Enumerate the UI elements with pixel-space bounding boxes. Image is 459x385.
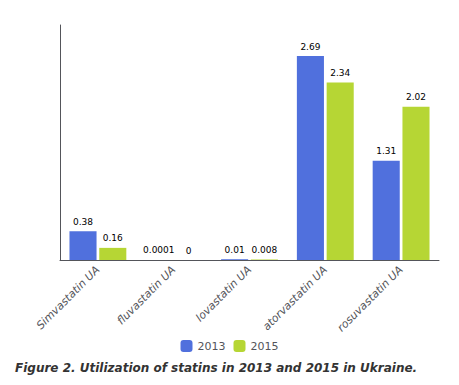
svg-text:0.01: 0.01: [225, 245, 245, 255]
svg-text:0.16: 0.16: [103, 233, 123, 243]
svg-text:Figure 2. Utilization of stati: Figure 2. Utilization of statins in 2013…: [15, 361, 417, 375]
svg-text:fluvastatin UA: fluvastatin UA: [114, 263, 178, 327]
svg-text:2013: 2013: [198, 340, 226, 353]
svg-text:2.02: 2.02: [406, 92, 426, 102]
svg-text:2015: 2015: [251, 340, 279, 353]
svg-text:0: 0: [186, 246, 192, 256]
svg-text:2.34: 2.34: [330, 68, 350, 78]
svg-text:0.0001: 0.0001: [143, 245, 175, 255]
svg-text:2.69: 2.69: [300, 42, 320, 52]
svg-text:rosuvastatin UA: rosuvastatin UA: [335, 263, 406, 334]
svg-text:Simvastatin UA: Simvastatin UA: [34, 263, 103, 332]
svg-text:atorvastatin UA: atorvastatin UA: [260, 263, 330, 333]
svg-text:lovastatin UA: lovastatin UA: [193, 263, 254, 324]
svg-text:0.38: 0.38: [73, 217, 93, 227]
svg-text:0.008: 0.008: [252, 245, 278, 255]
svg-text:1.31: 1.31: [376, 146, 396, 156]
